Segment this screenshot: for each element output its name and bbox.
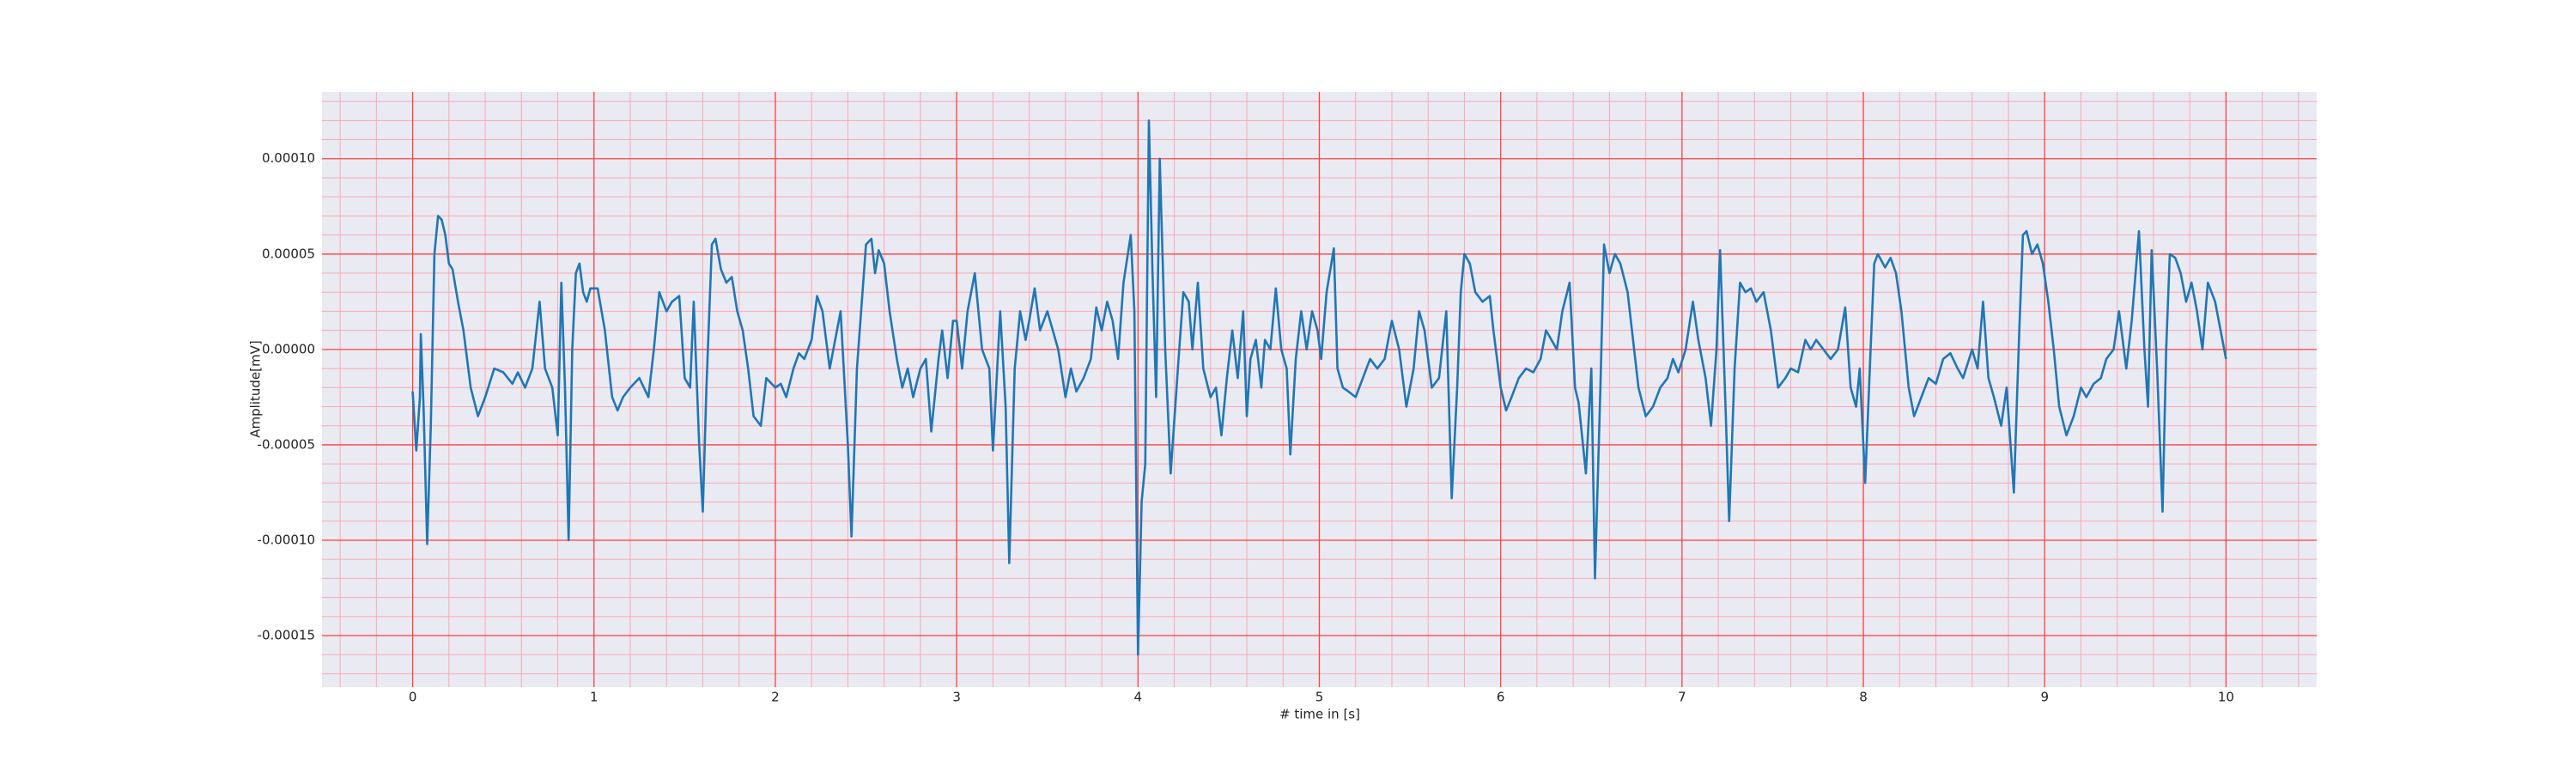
y-tick-label: 0.00005 [262,246,315,261]
x-tick-label: 10 [2218,690,2234,705]
x-tick-label: 6 [1497,690,1505,705]
x-tick-label: 2 [771,690,780,705]
y-tick-label: -0.00010 [258,532,315,547]
x-tick-label: 5 [1315,690,1324,705]
x-tick-label: 8 [1859,690,1868,705]
signal-line [411,119,2227,656]
y-tick-label: 0.00010 [262,150,315,166]
x-tick-label: 3 [952,690,961,705]
y-tick-label: -0.00005 [258,436,315,452]
y-tick-label: -0.00015 [258,628,315,643]
x-tick-label: 9 [2040,690,2049,705]
x-tick-label: 4 [1134,690,1143,705]
y-tick-label: 0.00000 [262,341,315,356]
x-tick-label: 1 [590,690,598,705]
x-tick-label: 7 [1678,690,1686,705]
y-axis-label: Amplitude[mV] [248,340,264,437]
x-axis-label: # time in [s] [1279,707,1360,722]
x-tick-label: 0 [409,690,417,705]
